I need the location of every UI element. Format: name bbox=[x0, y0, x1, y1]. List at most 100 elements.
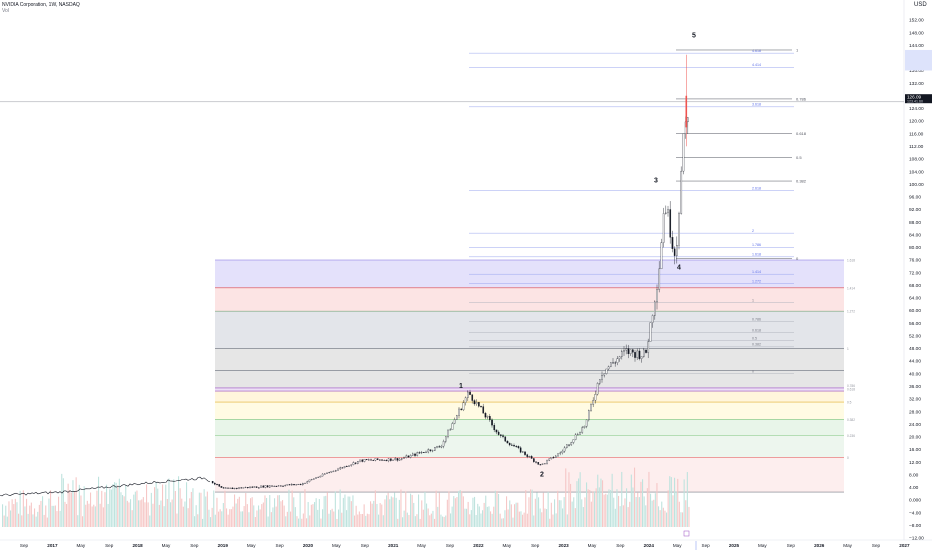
volume-bar bbox=[496, 491, 498, 527]
volume-bar bbox=[221, 511, 223, 527]
fib-projection-label: 1 bbox=[752, 298, 754, 302]
volume-bar bbox=[648, 471, 650, 527]
volume-bar bbox=[446, 499, 448, 527]
volume-bar bbox=[264, 495, 266, 527]
volume-bar bbox=[98, 476, 100, 527]
symbol-title[interactable]: NVIDIA Corporation, 1W, NASDAQ bbox=[2, 2, 80, 8]
candle-body bbox=[548, 458, 551, 461]
volume-bar bbox=[411, 494, 413, 527]
volume-bar bbox=[392, 497, 394, 527]
candle-body bbox=[449, 429, 452, 431]
candle-body bbox=[324, 473, 326, 475]
volume-bar bbox=[131, 510, 133, 527]
volume-bar bbox=[317, 509, 319, 527]
candle-body bbox=[227, 487, 229, 489]
volume-bar bbox=[338, 509, 340, 527]
candle-body bbox=[464, 397, 467, 403]
volume-bar bbox=[99, 503, 101, 527]
volume-bar bbox=[518, 511, 520, 527]
candle-body bbox=[453, 419, 456, 424]
y-tick-label: 12.00 bbox=[909, 460, 921, 466]
volume-bar bbox=[54, 505, 56, 527]
volume-bar bbox=[258, 505, 260, 527]
volume-bar bbox=[642, 479, 644, 527]
volume-bar bbox=[394, 492, 396, 527]
volume-bar bbox=[589, 489, 591, 527]
candle-body bbox=[352, 462, 355, 465]
volume-bar bbox=[382, 515, 384, 527]
candle-body bbox=[539, 464, 542, 466]
volume-bar bbox=[280, 501, 282, 527]
volume-bar bbox=[59, 510, 61, 527]
y-tick-label: 52.00 bbox=[909, 333, 921, 339]
volume-bar bbox=[277, 495, 279, 527]
candle-body bbox=[429, 449, 432, 451]
volume-bar bbox=[206, 491, 208, 527]
candle-body bbox=[491, 419, 493, 426]
candle-body bbox=[682, 133, 685, 172]
y-tick-label: 60.00 bbox=[909, 308, 921, 314]
volume-bar bbox=[651, 500, 653, 527]
volume-bar bbox=[69, 490, 71, 527]
volume-bar bbox=[634, 467, 636, 527]
candle-body bbox=[678, 213, 680, 246]
fib-lower-label: 1 bbox=[847, 347, 849, 351]
volume-bar bbox=[299, 492, 301, 527]
volume-bar bbox=[373, 500, 375, 527]
candle-body bbox=[495, 429, 498, 433]
volume-bar bbox=[491, 513, 493, 527]
volume-bar bbox=[152, 503, 154, 527]
fib-projection-label: 1.272 bbox=[752, 279, 761, 283]
candle-body bbox=[493, 425, 496, 431]
candle-body bbox=[392, 459, 394, 461]
volume-bar bbox=[602, 480, 604, 527]
candle-body bbox=[418, 452, 421, 454]
volume-bar bbox=[246, 504, 248, 527]
candle-body bbox=[676, 245, 678, 256]
wave-label-1: 1 bbox=[459, 383, 463, 390]
volume-bar bbox=[122, 495, 124, 527]
candle-body bbox=[409, 455, 412, 458]
volume-bar bbox=[445, 515, 447, 527]
candle-body bbox=[412, 453, 414, 456]
x-tick-label: May bbox=[588, 543, 597, 548]
volume-bar bbox=[574, 508, 576, 527]
volume-bar bbox=[501, 518, 503, 527]
volume-bar bbox=[24, 506, 26, 527]
volume-bar bbox=[504, 510, 506, 527]
candle-body bbox=[563, 447, 566, 452]
volume-bar bbox=[637, 492, 639, 527]
volume-bar bbox=[424, 491, 426, 527]
candle-body bbox=[357, 461, 359, 464]
volume-bar bbox=[611, 473, 613, 527]
x-tick-label: May bbox=[417, 543, 426, 548]
volume-bar bbox=[230, 509, 232, 527]
fib-zone-band bbox=[215, 387, 844, 392]
volume-bar bbox=[440, 514, 442, 527]
candle-body bbox=[557, 453, 559, 457]
volume-bar bbox=[666, 512, 668, 527]
volume-bar bbox=[272, 507, 274, 527]
candle-body bbox=[354, 462, 357, 464]
volume-bar bbox=[507, 509, 509, 527]
volume-bar bbox=[269, 495, 271, 527]
candle-body bbox=[431, 450, 434, 452]
x-tick-label: Sep bbox=[105, 543, 114, 548]
volume-bar bbox=[61, 473, 63, 527]
fib-zone-band bbox=[215, 287, 844, 312]
candle-body bbox=[403, 457, 405, 459]
x-tick-label: 2022 bbox=[473, 543, 484, 548]
y-tick-label: 0.000 bbox=[909, 498, 921, 504]
volume-bar bbox=[659, 510, 661, 527]
volume-bar bbox=[606, 494, 608, 527]
volume-bar bbox=[174, 490, 176, 527]
fib-projection-label: 1.618 bbox=[752, 253, 761, 257]
fib-projection-label: 0.786 bbox=[752, 317, 761, 321]
candle-body bbox=[517, 446, 520, 448]
fib-retracement-label: 0.786 bbox=[796, 96, 807, 101]
volume-bar bbox=[139, 500, 141, 527]
candle-body bbox=[434, 446, 436, 451]
candle-body bbox=[335, 470, 337, 472]
volume-bar bbox=[94, 506, 96, 527]
